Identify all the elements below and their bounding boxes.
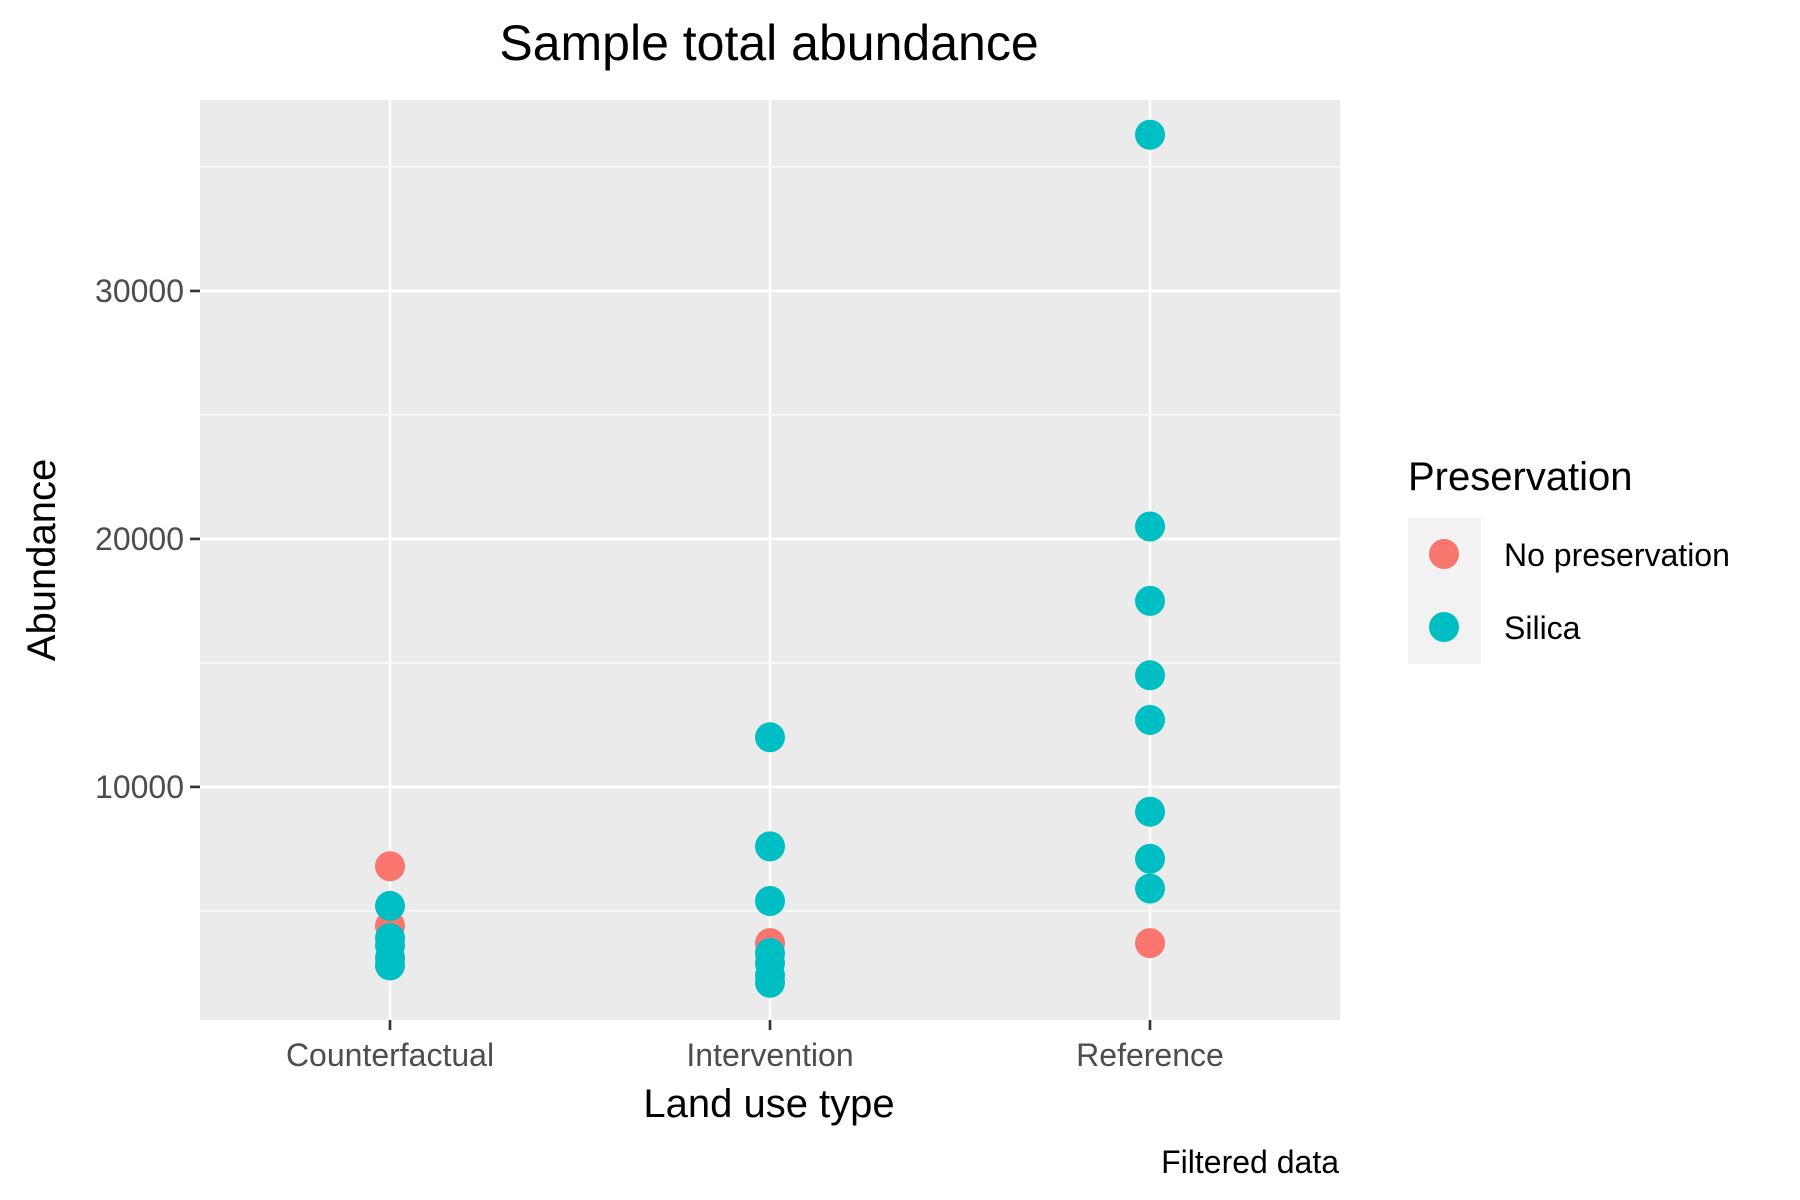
- legend-key-no-preservation: [1429, 539, 1459, 569]
- y-tick-label: 30000: [95, 273, 184, 309]
- data-point: [1135, 660, 1165, 691]
- x-tick-label: Reference: [1076, 1037, 1224, 1073]
- legend-label-no-preservation: No preservation: [1504, 537, 1730, 573]
- data-point: [755, 885, 785, 916]
- chart-title: Sample total abundance: [499, 15, 1038, 71]
- data-point: [375, 890, 405, 921]
- y-axis: 10000 20000 30000: [95, 273, 200, 805]
- x-axis-title: Land use type: [643, 1082, 894, 1126]
- data-point: [1135, 873, 1165, 904]
- chart-caption: Filtered data: [1161, 1144, 1339, 1180]
- data-point: [1135, 704, 1165, 735]
- data-point: [1135, 119, 1165, 150]
- data-point: [755, 831, 785, 862]
- data-point: [755, 967, 785, 998]
- legend: Preservation No preservation Silica: [1408, 455, 1730, 664]
- data-points: [375, 119, 1165, 998]
- data-point: [1135, 843, 1165, 874]
- data-point: [375, 950, 405, 981]
- data-point: [755, 722, 785, 753]
- y-tick-label: 10000: [95, 769, 184, 805]
- data-point: [1135, 585, 1165, 616]
- y-tick-label: 20000: [95, 521, 184, 557]
- legend-label-silica: Silica: [1504, 610, 1581, 646]
- x-axis: Counterfactual Intervention Reference: [286, 1020, 1224, 1073]
- data-point: [1135, 511, 1165, 542]
- data-point: [375, 851, 405, 882]
- data-point: [1135, 796, 1165, 827]
- y-axis-title: Abundance: [20, 459, 64, 661]
- legend-key-silica: [1429, 612, 1459, 642]
- x-tick-label: Intervention: [686, 1037, 853, 1073]
- legend-title: Preservation: [1408, 455, 1633, 499]
- x-tick-label: Counterfactual: [286, 1037, 494, 1073]
- data-point: [1135, 928, 1165, 959]
